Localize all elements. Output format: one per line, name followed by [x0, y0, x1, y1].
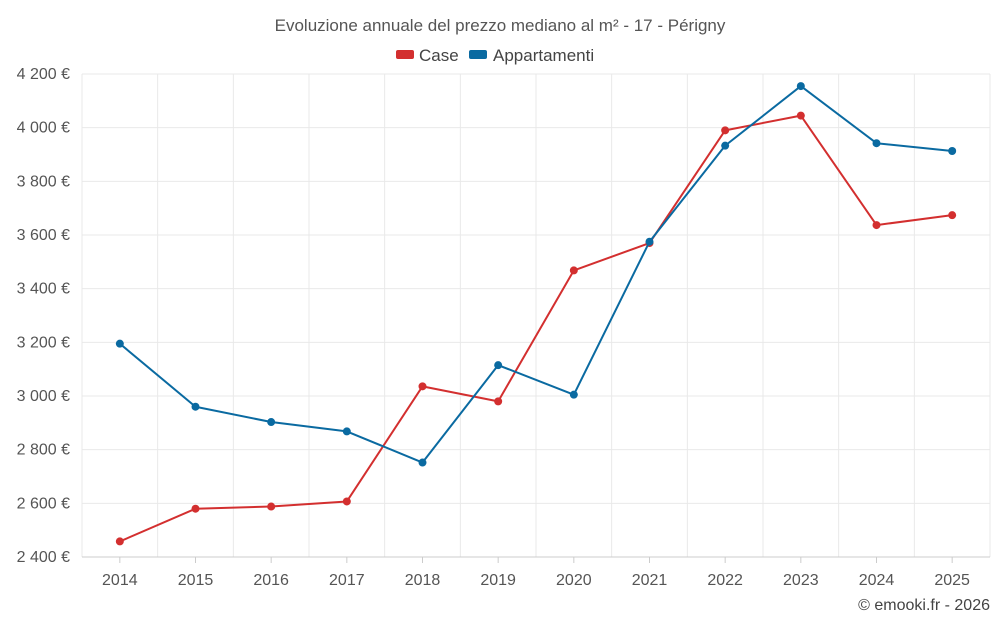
x-tick-label: 2016 [253, 572, 289, 589]
x-tick-label: 2021 [632, 572, 668, 589]
x-tick-label: 2022 [707, 572, 743, 589]
data-point-case[interactable] [872, 221, 881, 230]
x-tick-label: 2018 [405, 572, 441, 589]
data-point-appartamenti[interactable] [569, 390, 578, 399]
data-point-appartamenti[interactable] [796, 82, 805, 91]
x-tick-label: 2015 [178, 572, 214, 589]
y-tick-label: 3 000 € [17, 388, 70, 405]
data-point-case[interactable] [191, 504, 200, 513]
data-point-appartamenti[interactable] [494, 361, 503, 370]
x-tick-label: 2019 [480, 572, 516, 589]
series-line-appartamenti [119, 85, 953, 464]
legend-item-appartamenti[interactable]: Appartamenti [469, 46, 594, 65]
x-tick-label: 2020 [556, 572, 592, 589]
legend: Case Appartamenti [396, 46, 594, 65]
x-tick-label: 2023 [783, 572, 819, 589]
legend-item-case[interactable]: Case [396, 46, 459, 65]
series-line-case [119, 114, 953, 543]
y-tick-label: 2 800 € [17, 442, 70, 459]
y-tick-label: 3 600 € [17, 227, 70, 244]
data-point-case[interactable] [418, 382, 427, 391]
y-tick-label: 3 800 € [17, 173, 70, 190]
data-point-appartamenti[interactable] [872, 139, 881, 148]
legend-label-case: Case [419, 46, 459, 65]
x-tick-label: 2017 [329, 572, 365, 589]
x-tick-label: 2025 [934, 572, 970, 589]
y-tick-label: 2 600 € [17, 495, 70, 512]
data-point-case[interactable] [494, 397, 503, 406]
data-point-case[interactable] [569, 266, 578, 275]
data-point-appartamenti[interactable] [948, 147, 957, 156]
data-point-appartamenti[interactable] [645, 237, 654, 246]
axes: 2 400 € 2 600 € 2 800 € 3 000 € 3 200 € 3 400… [17, 66, 990, 589]
y-tick-label: 4 200 € [17, 66, 70, 83]
chart-title: Evoluzione annuale del prezzo mediano al… [275, 16, 726, 35]
x-tick-label: 2024 [859, 572, 895, 589]
legend-swatch-appartamenti [469, 50, 487, 59]
data-point-appartamenti[interactable] [721, 141, 730, 150]
grid [81, 73, 991, 558]
credit-text: © emooki.fr - 2026 [858, 597, 990, 614]
legend-swatch-case [396, 50, 414, 59]
data-point-case[interactable] [796, 111, 805, 120]
series-case [115, 111, 957, 546]
y-tick-label: 3 200 € [17, 334, 70, 351]
y-tick-label: 2 400 € [17, 549, 70, 566]
data-point-appartamenti[interactable] [267, 418, 276, 427]
series-appartamenti [115, 82, 957, 467]
legend-label-appartamenti: Appartamenti [493, 46, 594, 65]
data-point-case[interactable] [948, 211, 957, 220]
data-point-case[interactable] [342, 497, 351, 506]
data-point-case[interactable] [721, 126, 730, 135]
data-point-appartamenti[interactable] [191, 402, 200, 411]
y-tick-label: 3 400 € [17, 281, 70, 298]
x-tick-label: 2014 [102, 572, 138, 589]
data-point-appartamenti[interactable] [418, 458, 427, 467]
y-tick-label: 4 000 € [17, 120, 70, 137]
data-point-case[interactable] [115, 537, 124, 546]
data-point-appartamenti[interactable] [342, 427, 351, 436]
data-point-appartamenti[interactable] [115, 339, 124, 348]
series [115, 82, 957, 546]
data-point-case[interactable] [267, 502, 276, 511]
